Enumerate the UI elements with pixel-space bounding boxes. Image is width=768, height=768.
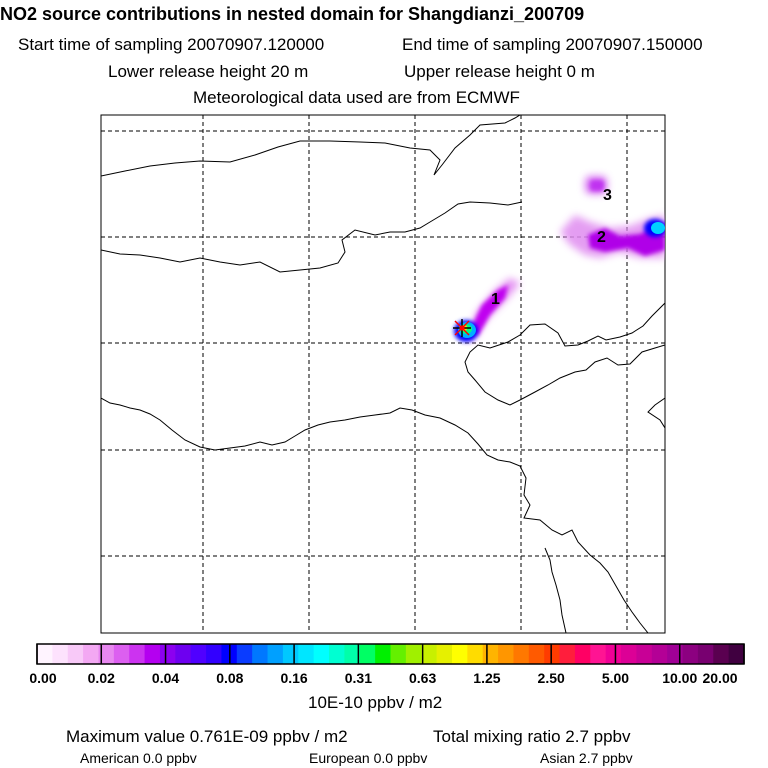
colorbar-swatch	[267, 644, 284, 664]
asian-contribution: Asian 2.7 ppbv	[540, 750, 633, 766]
colorbar-tick-label: 20.00	[702, 670, 738, 686]
colorbar-unit: 10E-10 ppbv / m2	[308, 693, 443, 712]
coastline	[464, 302, 665, 406]
colorbar-tick-label: 0.63	[409, 670, 437, 686]
colorbar-swatch	[359, 644, 376, 664]
colorbar-swatch	[728, 644, 745, 664]
colorbar-swatch	[344, 644, 361, 664]
colorbar-swatch	[175, 644, 192, 664]
yellow-river	[101, 397, 649, 633]
colorbar-swatch	[651, 644, 668, 664]
colorbar-swatch	[329, 644, 345, 664]
colorbar-swatch	[52, 644, 69, 664]
lower-release-height: Lower release height 20 m	[108, 62, 309, 81]
colorbar-swatch	[405, 644, 422, 664]
colorbar-tick-label: 0.16	[280, 670, 308, 686]
colorbar-swatch	[697, 644, 714, 664]
colorbar-swatch	[113, 644, 130, 664]
colorbar-tick-label: 0.31	[344, 670, 372, 686]
colorbar-tick-label: 0.08	[216, 670, 244, 686]
colorbar-swatch	[467, 644, 484, 664]
colorbar-swatch	[498, 644, 515, 664]
colorbar-tick-label: 0.00	[29, 670, 57, 686]
colorbar-swatch	[298, 644, 315, 664]
colorbar-swatch	[206, 644, 223, 664]
colorbar-swatch	[482, 644, 499, 664]
total-mixing-ratio: Total mixing ratio 2.7 ppbv	[433, 727, 631, 746]
colorbar-tick-label: 0.04	[151, 670, 180, 686]
upper-release-height: Upper release height 0 m	[404, 62, 595, 81]
shandong-coast	[647, 397, 665, 429]
colorbar-swatch	[313, 644, 330, 664]
colorbar-swatch	[190, 644, 207, 664]
sampling-end: End time of sampling 20070907.150000	[402, 35, 703, 54]
colorbar-swatch	[129, 644, 146, 664]
colorbar-swatch	[590, 644, 607, 664]
colorbar-swatch	[621, 644, 638, 664]
colorbar-swatch	[682, 644, 699, 664]
colorbar-swatch	[544, 644, 561, 664]
colorbar-swatch	[159, 644, 176, 664]
boundary-lines	[101, 115, 665, 633]
colorbar-tick-label: 1.25	[473, 670, 501, 686]
colorbar	[36, 644, 745, 664]
colorbar-swatch	[513, 644, 530, 664]
colorbar-swatch	[252, 644, 269, 664]
map-frame	[100, 114, 666, 634]
colorbar-swatch	[67, 644, 84, 664]
receptor-star-icon	[453, 319, 471, 337]
colorbar-swatch	[144, 644, 161, 664]
colorbar-swatch	[574, 644, 591, 664]
colorbar-swatch	[37, 644, 53, 664]
colorbar-tick-label: 2.50	[537, 670, 565, 686]
province-border	[101, 201, 523, 273]
source-label-1: 1	[491, 291, 500, 308]
source-label-2: 2	[597, 229, 606, 246]
colorbar-swatch	[667, 644, 684, 664]
colorbar-swatch	[83, 644, 100, 664]
colorbar-tick-label: 10.00	[662, 670, 698, 686]
colorbar-swatch	[390, 644, 407, 664]
colorbar-tick-label: 0.02	[87, 670, 115, 686]
colorbar-swatch	[236, 644, 253, 664]
southern-coast	[544, 547, 567, 633]
colorbar-swatch	[605, 644, 622, 664]
northern-border	[101, 115, 521, 177]
colorbar-swatch	[436, 644, 453, 664]
colorbar-swatch	[375, 644, 392, 664]
lat-lon-grid	[101, 115, 665, 633]
meteorological-source: Meteorological data used are from ECMWF	[193, 88, 520, 107]
map-title: NO2 source contributions in nested domai…	[0, 4, 585, 24]
colorbar-tick-label: 5.00	[601, 670, 630, 686]
colorbar-swatch	[528, 644, 545, 664]
maximum-value: Maximum value 0.761E-09 ppbv / m2	[66, 727, 348, 746]
american-contribution: American 0.0 ppbv	[80, 750, 197, 766]
colorbar-swatch	[559, 644, 576, 664]
colorbar-swatch	[282, 644, 299, 664]
colorbar-swatch	[636, 644, 653, 664]
colorbar-swatch	[451, 644, 468, 664]
colorbar-swatch	[421, 644, 438, 664]
european-contribution: European 0.0 ppbv	[309, 750, 428, 766]
source-label-3: 3	[603, 187, 612, 204]
colorbar-swatch	[98, 644, 115, 664]
colorbar-frame	[36, 643, 745, 665]
colorbar-swatch	[713, 644, 730, 664]
sampling-start: Start time of sampling 20070907.120000	[18, 35, 325, 54]
